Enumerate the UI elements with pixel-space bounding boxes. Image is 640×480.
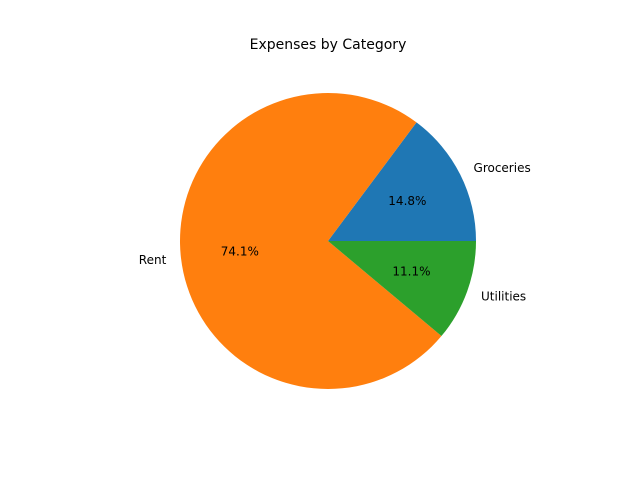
pct-label-rent: 74.1% — [221, 244, 259, 258]
pct-label-groceries: 14.8% — [388, 194, 426, 208]
pct-label-utilities: 11.1% — [392, 264, 430, 278]
slice-label-rent: Rent — [139, 253, 167, 267]
chart-title: Expenses by Category — [250, 37, 407, 53]
slice-label-groceries: Groceries — [474, 161, 531, 175]
pie-slices — [180, 93, 476, 390]
pie-labels: Groceries 14.8% Rent 74.1% Utilities 11.1% — [139, 161, 531, 304]
slice-label-utilities: Utilities — [481, 290, 526, 304]
pie-slice-utilities — [328, 241, 476, 337]
pie-slice-rent — [180, 93, 442, 390]
pie-slice-groceries — [328, 122, 476, 241]
